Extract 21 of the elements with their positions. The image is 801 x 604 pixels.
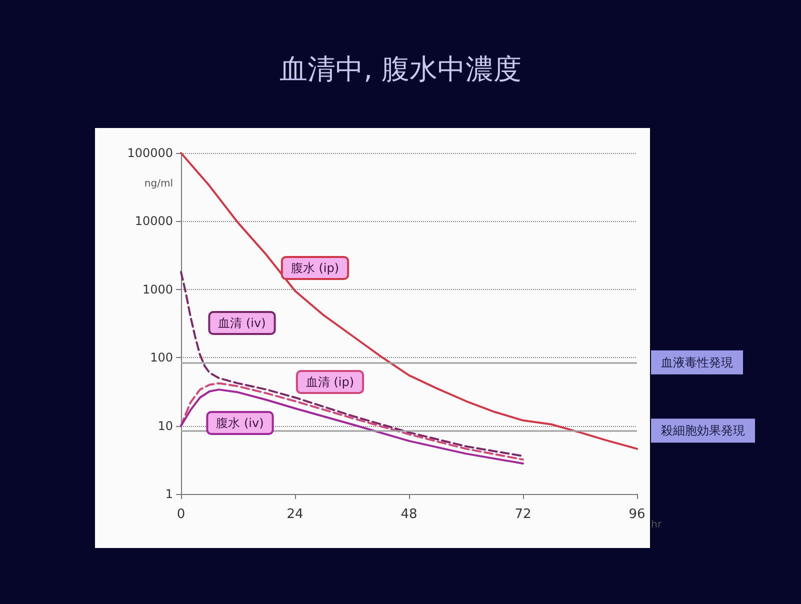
y-tick-label: 1 (165, 487, 173, 501)
y-tick-label: 10000 (134, 214, 173, 228)
y-axis-title: ng/ml (144, 178, 173, 190)
x-tick-label: 24 (286, 507, 304, 522)
chart-title: 血清中, 腹水中濃度 (280, 52, 522, 86)
y-tick-label: 10 (158, 418, 173, 433)
ref-line-label: 殺細胞効果発現 (661, 424, 745, 438)
x-tick-label: 72 (514, 507, 532, 522)
line-series (180, 152, 638, 450)
series-label: 腹水 (iv) (216, 416, 264, 430)
series-label: 腹水 (ip) (290, 261, 340, 275)
y-tick-label: 1000 (142, 282, 173, 296)
series-label: 血清 (ip) (306, 375, 354, 389)
x-axis-title: hr (651, 520, 663, 530)
series-label: 血清 (iv) (218, 316, 266, 330)
x-tick-label: 96 (628, 507, 646, 522)
x-tick-label: 48 (400, 507, 418, 522)
y-tick-label: 100 (150, 350, 173, 365)
ref-line-label: 血液毒性発現 (661, 355, 733, 370)
x-tick-label: 0 (176, 507, 186, 522)
y-tick-label: 100000 (127, 146, 173, 160)
